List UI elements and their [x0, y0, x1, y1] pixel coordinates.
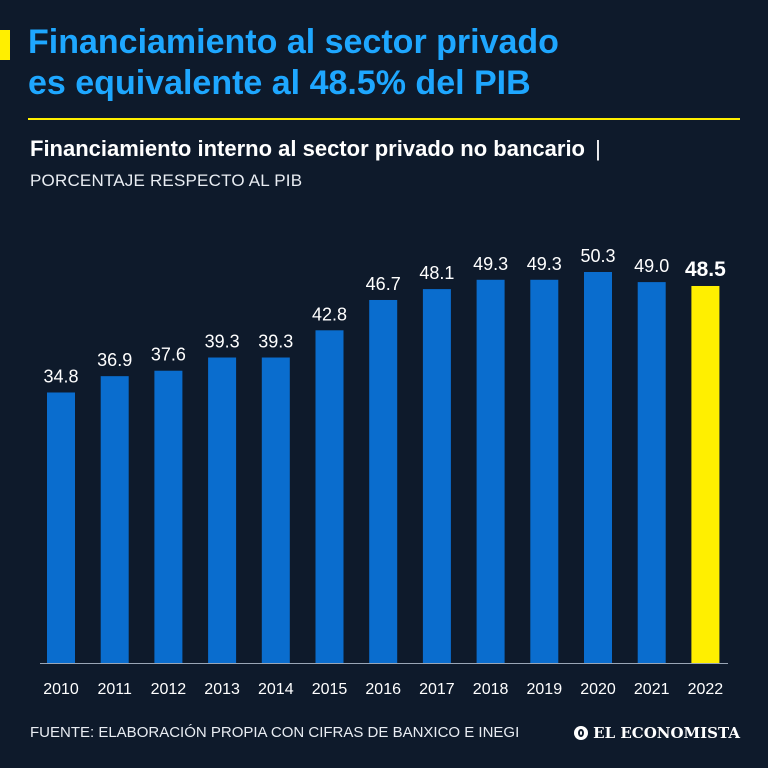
headline-line-1: Financiamiento al sector privado — [28, 23, 559, 61]
data-label-2022: 48.5 — [685, 258, 726, 281]
data-label-2021: 49.0 — [634, 256, 669, 276]
chart-title-separator: | — [595, 136, 601, 161]
data-label-2018: 49.3 — [473, 254, 508, 274]
brand-icon — [574, 726, 589, 740]
data-label-2015: 42.8 — [312, 304, 347, 324]
x-tick-2014: 2014 — [258, 681, 294, 698]
bar-2011 — [100, 376, 129, 663]
data-label-2017: 48.1 — [419, 263, 454, 283]
x-tick-2019: 2019 — [527, 681, 563, 698]
headline: Financiamiento al sector privado es equi… — [28, 22, 748, 104]
x-tick-2017: 2017 — [419, 681, 455, 698]
x-tick-2016: 2016 — [365, 681, 401, 698]
data-label-2020: 50.3 — [580, 246, 615, 266]
bar-2018 — [476, 279, 505, 663]
bar-2015 — [315, 330, 344, 663]
bar-2010 — [47, 392, 75, 663]
bar-2013 — [208, 357, 237, 663]
data-label-2013: 39.3 — [205, 332, 240, 352]
source-note: FUENTE: ELABORACIÓN PROPIA CON CIFRAS DE… — [30, 724, 520, 741]
x-tick-2011: 2011 — [97, 681, 132, 698]
divider-rule — [28, 118, 740, 120]
data-label-2016: 46.7 — [366, 274, 401, 294]
x-tick-2012: 2012 — [151, 681, 187, 698]
x-tick-2010: 2010 — [43, 681, 79, 698]
x-tick-2018: 2018 — [473, 681, 509, 698]
bar-2017 — [422, 289, 451, 663]
bar-2020 — [584, 272, 612, 663]
bar-2016 — [369, 299, 398, 663]
x-tick-2015: 2015 — [312, 681, 348, 698]
x-tick-2013: 2013 — [204, 681, 240, 698]
bar-2021 — [637, 282, 666, 663]
headline-line-2: es equivalente al 48.5% del PIB — [28, 64, 531, 102]
bar-2012 — [154, 370, 183, 663]
unit-label: PORCENTAJE RESPECTO AL PIB — [30, 171, 303, 190]
data-label-2011: 36.9 — [97, 350, 132, 370]
x-tick-2022: 2022 — [688, 681, 724, 698]
data-label-2010: 34.8 — [43, 366, 78, 386]
brand-logo: EL ECONOMISTA — [574, 724, 740, 742]
data-label-2012: 37.6 — [151, 345, 186, 365]
data-label-2014: 39.3 — [258, 332, 293, 352]
bar-chart: 34.8 2010 36.9 2011 37.6 2012 39.3 2013 39.3 2014… — [40, 246, 728, 698]
bar-2022 — [691, 285, 720, 663]
brand-name: EL ECONOMISTA — [593, 724, 740, 742]
bar-2019 — [530, 279, 559, 663]
chart-title-text: Financiamiento interno al sector privado… — [30, 136, 585, 161]
chart-title: Financiamiento interno al sector privado… — [30, 136, 750, 162]
x-tick-2021: 2021 — [634, 681, 670, 698]
accent-bar — [0, 30, 10, 60]
x-tick-2020: 2020 — [580, 681, 616, 698]
data-label-2019: 49.3 — [527, 254, 562, 274]
bar-2014 — [261, 357, 290, 663]
